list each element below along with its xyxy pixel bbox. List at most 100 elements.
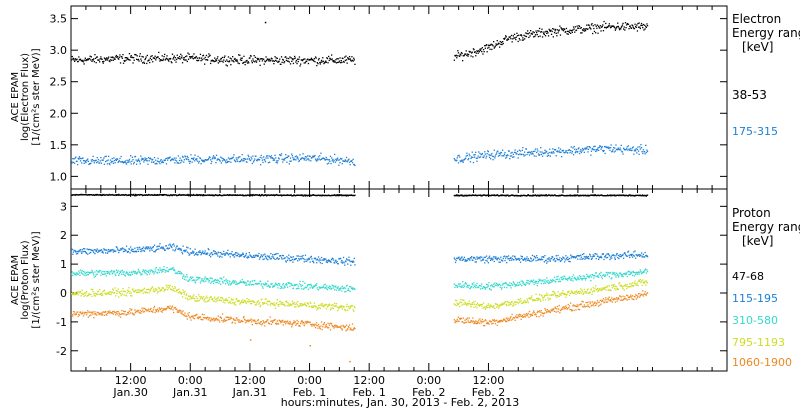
electron-point — [195, 55, 197, 58]
proton-point — [345, 305, 348, 308]
proton-point — [181, 277, 184, 279]
electron-point — [238, 62, 240, 65]
proton-point — [540, 259, 542, 261]
proton-point — [71, 273, 73, 275]
proton-point — [536, 285, 538, 287]
proton-point — [94, 311, 96, 313]
electron-point — [105, 160, 107, 163]
proton-point — [199, 295, 201, 298]
proton-point — [545, 259, 547, 262]
proton-point — [327, 260, 329, 262]
proton-point — [608, 276, 610, 278]
proton-point — [561, 258, 563, 260]
proton-point — [317, 305, 320, 307]
electron-point — [348, 161, 351, 163]
proton-point — [79, 290, 82, 293]
proton-point — [582, 275, 584, 277]
proton-point — [206, 278, 208, 281]
proton-point — [500, 304, 502, 306]
proton-point — [140, 274, 142, 276]
proton-point — [579, 258, 581, 260]
electron-point — [342, 60, 345, 63]
electron-point — [580, 27, 582, 29]
proton-point — [137, 291, 140, 293]
proton-point — [298, 305, 301, 307]
proton-point — [506, 262, 508, 264]
electron-point — [261, 60, 264, 62]
proton-point — [492, 286, 494, 288]
electron-point — [90, 162, 92, 164]
proton-point — [309, 287, 311, 289]
proton-point — [454, 304, 456, 306]
proton-point — [332, 304, 334, 306]
proton-point — [338, 306, 341, 308]
electron-point — [124, 60, 126, 62]
electron-point — [493, 155, 495, 158]
proton-point — [611, 287, 613, 289]
proton-point — [481, 283, 483, 285]
proton-point — [84, 294, 86, 296]
electron-point — [638, 22, 640, 24]
proton-point — [286, 305, 289, 307]
proton-point — [196, 251, 198, 254]
proton-point — [79, 291, 81, 294]
electron-point — [481, 153, 483, 155]
proton-point — [138, 289, 140, 291]
proton-point — [281, 303, 283, 306]
proton-point — [475, 287, 477, 289]
electron-point — [105, 155, 107, 157]
electron-point — [459, 55, 461, 57]
electron-point — [521, 149, 523, 151]
electron-point — [321, 61, 323, 63]
electron-point — [478, 51, 480, 53]
proton-point — [476, 302, 479, 304]
proton-point — [528, 283, 531, 285]
proton-point — [608, 253, 610, 255]
proton-point — [210, 296, 212, 298]
proton-point — [484, 306, 486, 308]
electron-point — [552, 151, 554, 153]
electron-point — [263, 63, 265, 65]
proton-point — [93, 317, 95, 319]
electron-point — [294, 158, 296, 161]
proton-point — [168, 247, 171, 249]
electron-point — [646, 25, 649, 27]
electron-point — [269, 156, 271, 158]
proton-point — [160, 247, 162, 249]
proton-point — [115, 314, 117, 316]
proton-point — [219, 277, 221, 279]
proton-point — [114, 273, 116, 275]
electron-point — [77, 157, 79, 159]
electron-point — [510, 155, 513, 157]
proton-point — [202, 296, 205, 298]
proton-point — [571, 278, 573, 280]
proton-point — [530, 279, 532, 281]
electron-point — [633, 150, 636, 152]
proton-point — [537, 281, 540, 283]
proton-point — [266, 285, 268, 287]
proton-point — [543, 261, 545, 263]
proton-point — [155, 250, 157, 252]
electron-point — [610, 144, 612, 146]
proton-point — [509, 257, 511, 259]
proton-point — [161, 269, 163, 271]
proton-point — [583, 275, 585, 277]
proton-point — [510, 303, 512, 305]
proton-point — [242, 194, 244, 196]
electron-point — [157, 157, 159, 160]
proton-point — [141, 307, 143, 309]
proton-point — [78, 272, 81, 274]
proton-point — [176, 245, 178, 247]
electron-point — [318, 158, 320, 160]
proton-point — [121, 249, 123, 251]
electron-point — [211, 59, 213, 61]
electron-point — [309, 155, 311, 157]
proton-point — [459, 305, 461, 308]
proton-point — [587, 276, 590, 278]
proton-point — [177, 272, 179, 275]
electron-point — [642, 152, 644, 155]
proton-point — [123, 271, 125, 273]
electron-point — [499, 153, 501, 155]
electron-point — [239, 160, 242, 163]
proton-point — [273, 285, 276, 287]
